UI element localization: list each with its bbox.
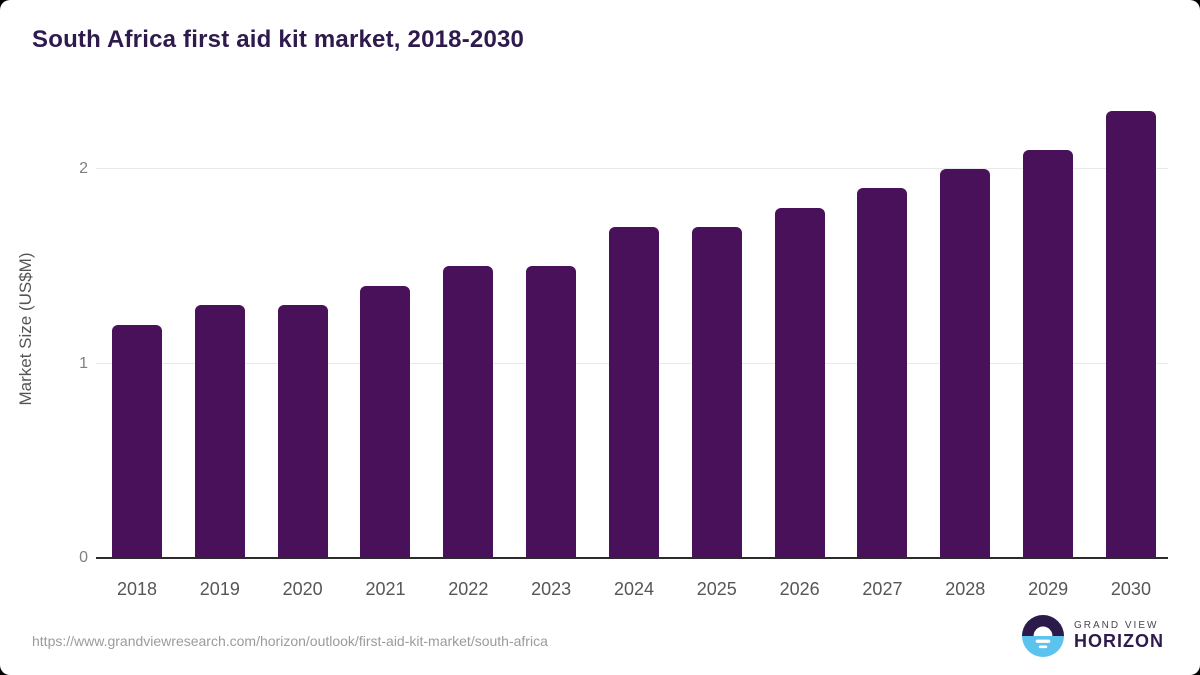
x-axis-line — [96, 557, 1168, 559]
plot-area: 2018 2019 2020 2021 2022 2023 2024 2025 2026 2027… — [79, 100, 1168, 599]
bar-2029 — [1023, 150, 1074, 558]
y-axis-title: Market Size (US$M) — [16, 252, 35, 406]
bar-2018 — [112, 325, 162, 558]
x-tick-label: 2023 — [531, 579, 572, 599]
source-url: https://www.grandviewresearch.com/horizo… — [32, 633, 548, 649]
logo-text-horizon: HORIZON — [1074, 631, 1164, 652]
y-tick-label: 0 — [79, 549, 88, 566]
gridline — [96, 168, 1168, 169]
x-tick-label: 2029 — [1028, 579, 1069, 599]
bar-series — [100, 100, 1168, 558]
logo-text: GRAND VIEW HORIZON — [1074, 620, 1164, 652]
x-tick-label: 2018 — [116, 579, 158, 599]
bar-2027 — [857, 188, 908, 558]
sun-horizon-logo-icon — [1022, 615, 1064, 657]
logo-text-grand-view: GRAND VIEW — [1074, 619, 1159, 631]
x-tick-label: 2024 — [613, 579, 654, 599]
bar-2025 — [691, 227, 742, 558]
x-tick-label: 2020 — [282, 579, 323, 599]
bar-2020 — [277, 305, 328, 558]
bar-2026 — [774, 208, 825, 558]
bar-2022 — [443, 266, 494, 558]
x-tick-label: 2025 — [696, 579, 737, 599]
y-tick-label: 1 — [79, 354, 88, 372]
bar-2024 — [608, 227, 659, 558]
page-title: South Africa first aid kit market, 2018-… — [32, 26, 525, 53]
y-tick-label: 2 — [79, 160, 88, 177]
x-tick-label: 2028 — [945, 579, 986, 599]
x-tick-label: 2019 — [199, 579, 240, 599]
bar-2023 — [526, 266, 577, 558]
bar-2030 — [1105, 111, 1156, 558]
bar-2019 — [194, 305, 245, 558]
bar-2028 — [940, 169, 991, 558]
x-tick-label: 2026 — [779, 579, 820, 599]
x-tick-label: 2021 — [365, 579, 406, 599]
x-tick-label: 2030 — [1110, 579, 1151, 599]
grand-view-horizon-logo: GRAND VIEW HORIZON — [1022, 615, 1164, 657]
x-tick-label: 2022 — [448, 579, 489, 599]
x-tick-label: 2027 — [862, 579, 903, 599]
x-axis-labels: 2018 2019 2020 2021 2022 2023 2024 2025 2026 2027… — [100, 579, 1168, 600]
bar-2021 — [360, 286, 411, 558]
